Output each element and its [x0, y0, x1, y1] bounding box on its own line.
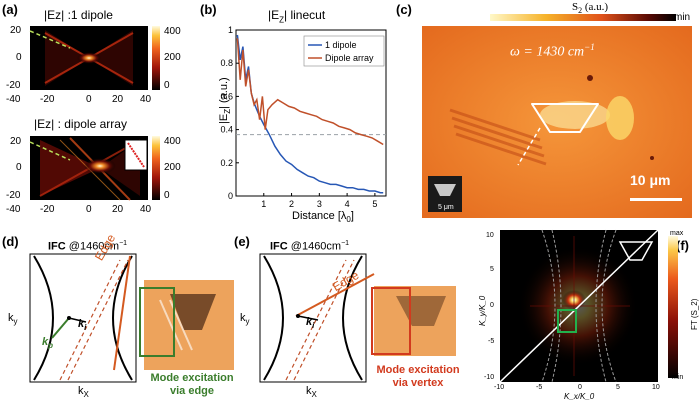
x-tick-label: 2 — [289, 199, 294, 209]
panel-c-scalebar-label: 10 μm — [630, 172, 671, 188]
panel-a-top-title: |Ez| :1 dipole — [44, 8, 113, 22]
x-tick-label: 1 — [261, 199, 266, 209]
a-bot-ytick-neg20: -20 — [6, 190, 21, 201]
panel-c-nearfield-image — [422, 14, 692, 218]
f-ytick-5: 5 — [490, 266, 494, 273]
f-cb-title: FT (S_2) — [690, 298, 699, 330]
f-xtick-0: 0 — [578, 384, 582, 391]
legend-box — [303, 35, 385, 67]
cb-a-top-tick-0: 0 — [164, 80, 170, 91]
a-top-ytick-0: 0 — [16, 52, 22, 63]
a-top-xtick-1: -20 — [40, 94, 55, 105]
x-tick-label: 3 — [317, 199, 322, 209]
legend-entry: Dipole array — [325, 53, 374, 63]
legend-entry: 1 dipole — [325, 40, 357, 50]
panel-b-line-chart: 1 2 3 4 5 1 0.8 0.6 0.4 0.2 0 1 dipole Dipole array — [220, 25, 387, 209]
f-xtick-10: 10 — [652, 384, 660, 391]
panel-d-kx: kX — [78, 385, 89, 400]
panel-e-ifc-diagram — [259, 253, 456, 383]
y-tick-label: 0.4 — [220, 125, 233, 135]
f-xtick-neg5: -5 — [536, 384, 543, 391]
a-bot-ytick-20: 20 — [10, 136, 22, 147]
panel-e-inset-map — [374, 286, 456, 356]
panel-c-omega: ω = 1430 cm−1 — [510, 42, 595, 60]
panel-f-fourier-map — [499, 229, 678, 383]
sample-outline — [531, 103, 599, 133]
a-top-xtick-0: -40 — [6, 94, 21, 105]
f-ylabel: K_y/K_0 — [478, 295, 487, 326]
panel-d-ifc-diagram — [29, 253, 234, 383]
panel-c-label: (c) — [396, 2, 412, 17]
f-xtick-neg10: -10 — [494, 384, 505, 391]
cb-a-bottom-tick-0: 0 — [164, 190, 170, 201]
panel-a-label: (a) — [2, 2, 18, 17]
panel-b-title: |EZ| linecut — [268, 8, 326, 25]
scale-bar — [630, 198, 682, 201]
a-top-xtick-2: 0 — [86, 94, 92, 105]
f-cb-max: max — [670, 230, 684, 237]
panel-a-bottom-title: |Ez| : dipole array — [34, 117, 127, 131]
series-line-dipole-array — [236, 38, 384, 146]
cb-a-top-tick-200: 200 — [164, 52, 181, 63]
panel-c-inset-scale: 5 μm — [438, 204, 454, 211]
f-xtick-5: 5 — [616, 384, 620, 391]
y-tick-label: 0 — [228, 191, 233, 201]
cb-a-top-tick-400: 400 — [164, 26, 181, 37]
f-xlabel: K_x/K_0 — [564, 392, 595, 401]
panel-c-cb-title: S2 (a.u.) — [572, 1, 609, 16]
a-top-ytick-neg20: -20 — [6, 80, 21, 91]
a-bot-xtick-3: 20 — [112, 204, 124, 215]
x-tick-label: 4 — [345, 199, 350, 209]
panel-b-ylabel: |EZ| (a.u.) — [218, 77, 233, 124]
cb-a-bottom-tick-400: 400 — [164, 136, 181, 147]
a-top-xtick-4: 40 — [140, 94, 152, 105]
x-tick-label: 5 — [372, 199, 377, 209]
y-tick-label: 0.2 — [220, 158, 233, 168]
y-tick-label: 0.8 — [220, 58, 233, 68]
a-top-xtick-3: 20 — [112, 94, 124, 105]
f-ytick-neg10: -10 — [484, 374, 495, 381]
a-bot-ytick-0: 0 — [16, 162, 22, 173]
f-ytick-0: 0 — [490, 302, 494, 309]
f-ytick-neg5: -5 — [488, 338, 495, 345]
panel-f-label: (f) — [676, 238, 689, 253]
f-ytick-10: 10 — [486, 232, 494, 239]
panel-d-kp: kp — [42, 336, 54, 351]
panel-e-label: (e) — [234, 234, 250, 249]
panel-e-kx: kX — [306, 385, 317, 400]
a-bot-xtick-1: -20 — [40, 204, 55, 215]
f-cb-min: min — [672, 374, 684, 381]
panel-d-label: (d) — [2, 234, 19, 249]
a-bot-xtick-4: 40 — [140, 204, 152, 215]
panel-d-ifc: IFC @1460cm−1 — [48, 240, 128, 253]
panel-d-caption: Mode excitation via edge — [150, 372, 234, 397]
panel-b-xlabel: Distance [λ0] — [292, 210, 354, 225]
y-tick-label: 0.6 — [220, 91, 233, 101]
panel-e-ifc: IFC @1460cm−1 — [270, 240, 350, 253]
panel-d-ki: ki — [78, 318, 87, 333]
panel-a-plots — [29, 26, 160, 201]
panel-e-ki: ki — [306, 316, 315, 331]
y-tick-label: 1 — [228, 25, 233, 35]
panel-d-ky: ky — [8, 312, 18, 327]
a-bot-xtick-2: 0 — [86, 204, 92, 215]
panel-e-ky: ky — [240, 312, 250, 327]
panel-b-label: (b) — [200, 2, 217, 17]
cb-a-bottom-tick-200: 200 — [164, 162, 181, 173]
panel-e-caption: Mode excitation via vertex — [376, 364, 460, 389]
panel-c-cb-min: min — [674, 12, 691, 23]
a-bot-xtick-0: -40 — [6, 204, 21, 215]
a-top-ytick-20: 20 — [10, 25, 22, 36]
